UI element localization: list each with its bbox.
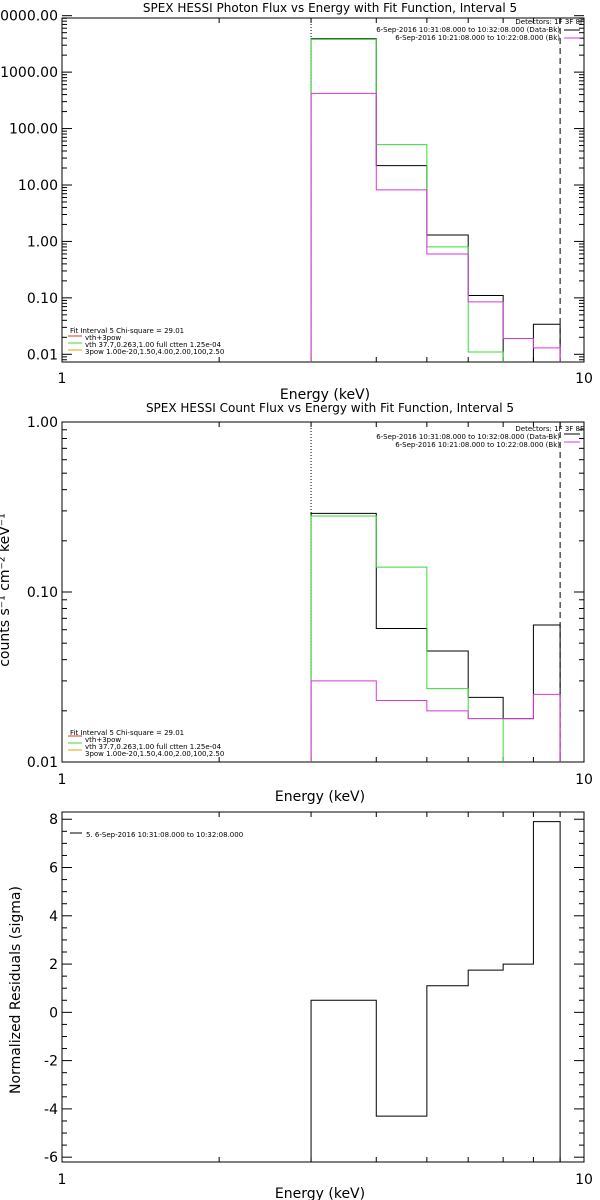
x-tick-label-1-min: 1	[58, 371, 67, 387]
plot-frame-1	[61, 17, 585, 363]
x-tick-label-2-min: 1	[58, 772, 67, 788]
x-axis-label-2: Energy (keV)	[275, 789, 365, 805]
legend-residual-interval: 5. 6-Sep-2016 10:31:08.000 to 10:32:08.0…	[86, 831, 243, 839]
legend-3pow-2: 3pow 1.00e-20,1.50,4.00,2.00,100,2.50	[85, 750, 224, 758]
y-tick-label: 8	[49, 812, 58, 828]
panel-residuals: Energy (keV) Normalized Residuals (sigma…	[8, 831, 593, 1200]
legend-fit-interval-1: Fit Interval 5 Chi-square = 29.01	[70, 327, 184, 335]
y-tick-label: 6	[49, 861, 58, 877]
x-axis-label-1: Energy (keV)	[280, 387, 370, 403]
legend-data-bk-1: 6-Sep-2016 10:31:08.000 to 10:32:08.000 …	[376, 26, 560, 34]
series-data-minus-bk-histogram	[310, 512, 561, 762]
chart-title-1: SPEX HESSI Photon Flux vs Energy with Fi…	[143, 1, 517, 15]
y-tick-label: 2	[49, 957, 58, 973]
y-tick-label: 0.10	[27, 291, 58, 307]
y-tick-label: 0.01	[27, 755, 58, 771]
plot-area-2: 1.00 0.10 0.01	[27, 415, 585, 771]
y-tick-label: 1.00	[27, 415, 58, 431]
legend-3pow-1: 3pow 1.00e-20,1.50,4.00,2.00,100,2.50	[85, 348, 224, 356]
y-tick-label: 100.00	[9, 122, 58, 138]
series-background-histogram	[310, 92, 561, 362]
panel-photon-flux: SPEX HESSI Photon Flux vs Energy with Fi…	[58, 1, 593, 403]
x-tick-label-3-min: 1	[58, 1172, 67, 1188]
x-axis-label-3: Energy (keV)	[275, 1186, 365, 1200]
legend-bk-2: 6-Sep-2016 10:21:08.000 to 10:22:08.000 …	[395, 441, 560, 449]
legend-data-bk-2: 6-Sep-2016 10:31:08.000 to 10:32:08.000 …	[376, 433, 560, 441]
y-tick-label: -4	[44, 1102, 58, 1118]
plot-frame-3	[61, 811, 585, 1163]
y-tick-label: -2	[44, 1054, 58, 1070]
legend-bk-1: 6-Sep-2016 10:21:08.000 to 10:22:08.000 …	[395, 34, 560, 42]
legend-vth3pow-1: vth+3pow	[85, 334, 121, 342]
y-tick-label: 10000.00	[0, 9, 58, 25]
panel-count-flux: SPEX HESSI Count Flux vs Energy with Fit…	[0, 401, 593, 805]
y-tick-label: 10.00	[18, 178, 58, 194]
x-tick-label-1-max: 10	[575, 371, 593, 387]
y-tick-label: 4	[49, 909, 58, 925]
y-axis-label-2: counts s⁻¹ cm⁻² keV⁻¹	[0, 513, 13, 667]
chart-title-2: SPEX HESSI Count Flux vs Energy with Fit…	[146, 401, 514, 415]
y-tick-label: 1000.00	[0, 65, 58, 81]
legend-vth3pow-2: vth+3pow	[85, 736, 121, 744]
x-tick-label-3-max: 10	[575, 1172, 593, 1188]
y-tick-label: 0.01	[27, 347, 58, 363]
legend-vth-2: vth 37.7,0.263,1.00 full ctten 1.25e-04	[85, 743, 222, 751]
legend-fit-interval-2: Fit Interval 5 Chi-square = 29.01	[70, 729, 184, 737]
y-tick-label: 0.10	[27, 585, 58, 601]
legend-vth-1: vth 37.7,0.263,1.00 full ctten 1.25e-04	[85, 341, 222, 349]
y-tick-label: 0	[49, 1005, 58, 1021]
series-fit-model-histogram	[310, 515, 504, 762]
plot-frame-2	[61, 421, 585, 763]
series-fit-model-histogram	[310, 38, 504, 362]
y-tick-label: 1.00	[27, 234, 58, 250]
series-data-minus-bk-histogram	[310, 821, 561, 1162]
plot-area-1: 10000.00 1000.00 100.00 10.00 1.00 0.10 0.01	[0, 9, 585, 363]
series-background-histogram	[310, 680, 561, 762]
legend-detectors-1: Detectors: 1F 3F 8F	[515, 18, 584, 26]
x-tick-label-2-max: 10	[575, 772, 593, 788]
y-tick-label: -6	[44, 1150, 58, 1166]
chart-marks: 10000.001000.00100.0010.001.000.100.011.…	[0, 9, 585, 1166]
plot-area-3: 8 6 4 2 0 -2 -4 -6	[44, 811, 585, 1166]
series-data-minus-bk-histogram	[310, 38, 561, 362]
y-axis-label-3: Normalized Residuals (sigma)	[8, 886, 24, 1094]
legend-detectors-2: Detectors: 1F 3F 8F	[515, 425, 584, 433]
